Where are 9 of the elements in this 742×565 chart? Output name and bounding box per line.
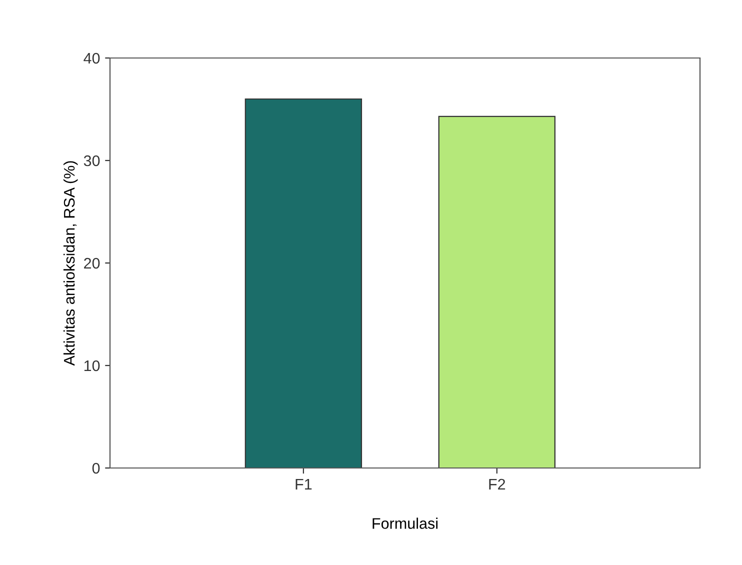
- x-tick-label: F2: [489, 478, 506, 490]
- y-axis-title: Aktivitas antioksidan, RSA (%): [63, 161, 78, 366]
- y-tick-label: 10: [84, 360, 100, 372]
- x-axis-title: Formulasi: [372, 518, 438, 529]
- y-tick-label: 20: [84, 258, 100, 269]
- y-tick-label: 0: [92, 462, 100, 474]
- y-tick-label: 40: [84, 52, 100, 64]
- y-tick-label: 30: [84, 155, 100, 166]
- x-tick-label: F1: [296, 478, 312, 490]
